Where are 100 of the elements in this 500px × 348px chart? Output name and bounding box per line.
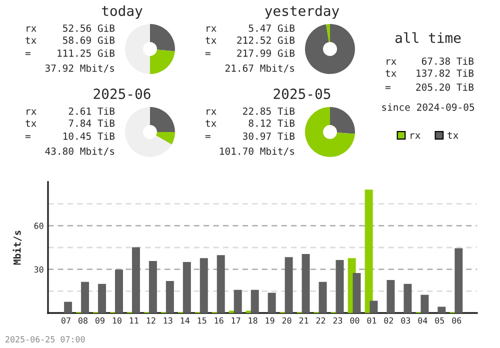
text: rx (206, 26, 216, 32)
text: 205.20 TiB (416, 83, 474, 91)
x-tick-label: 20 (282, 317, 292, 324)
text: rx (386, 59, 396, 65)
bar (404, 284, 412, 313)
text: rx (26, 26, 36, 32)
text: = (205, 135, 210, 138)
bar (420, 294, 429, 313)
text: 5.47 GiB (248, 24, 295, 32)
text: 43.80 Mbit/s (45, 147, 114, 156)
bar (234, 290, 242, 313)
bar (438, 306, 446, 313)
text: 217.99 GiB (237, 49, 295, 57)
x-tick-label: 01 (367, 317, 376, 324)
donut-slice (150, 107, 175, 132)
donut-slice (305, 24, 355, 74)
text: 101.70 Mbit/s (220, 147, 294, 156)
bar (81, 282, 90, 313)
text: since 2024-09-05 (382, 103, 474, 111)
x-tick-label: 13 (164, 317, 172, 324)
text: 58.69 GiB (63, 36, 115, 44)
text: 67.38 TiB (422, 57, 474, 65)
x-tick-label: 07 (62, 317, 70, 324)
bar (250, 290, 259, 313)
text: 137.82 TiB (416, 69, 474, 77)
donut-slice (125, 107, 172, 157)
text: 8.12 TiB (248, 119, 295, 127)
x-tick-label: 02 (384, 317, 393, 324)
text: 37.92 Mbit/s (45, 64, 114, 73)
y-tick-label: 30 (34, 266, 44, 273)
bar (216, 255, 225, 313)
bar (148, 261, 157, 313)
text: rx (26, 109, 36, 115)
bar (352, 272, 361, 313)
text: 2025-06-25 07:00 (6, 336, 85, 342)
text: all time (395, 32, 461, 44)
bar (132, 247, 140, 313)
x-tick-label: 12 (146, 317, 156, 324)
text: 21.67 Mbit/s (225, 64, 294, 73)
bar (336, 260, 344, 313)
bar (454, 248, 463, 313)
x-tick-label: 10 (112, 317, 122, 324)
x-tick-label: 06 (452, 317, 462, 324)
text: 7.84 TiB (68, 119, 115, 127)
bar (64, 302, 72, 313)
bar (182, 262, 191, 313)
chart-title: today (102, 5, 142, 19)
x-tick-label: 17 (232, 317, 240, 324)
bar (364, 190, 373, 313)
bar (268, 292, 276, 313)
text: tx (26, 36, 36, 44)
x-tick-label: 04 (418, 317, 428, 324)
bar (166, 280, 174, 313)
donut-slice (326, 24, 330, 42)
text: tx (206, 36, 216, 44)
donut-slice (125, 24, 150, 74)
x-tick-label: 19 (266, 317, 274, 324)
text: 22.85 TiB (243, 107, 295, 115)
x-tick-label: 14 (180, 317, 190, 324)
donut-slice (305, 107, 355, 157)
chart-title: yesterday (265, 5, 340, 19)
chart-title: 2025-05 (274, 88, 330, 100)
donut-slice (156, 132, 175, 144)
text: 30.97 TiB (242, 132, 295, 140)
text: tx (386, 70, 396, 77)
bar (318, 282, 327, 313)
x-tick-label: 23 (333, 317, 342, 324)
text: rx (206, 109, 216, 115)
text: 111.25 GiB (58, 49, 115, 57)
bar (115, 270, 123, 313)
text: = (205, 52, 210, 56)
x-tick-label: 00 (350, 317, 360, 324)
text: 2.61 TiB (68, 107, 115, 115)
bar (98, 284, 106, 313)
donut-slice (150, 50, 175, 74)
y-tick-label: 60 (34, 222, 44, 229)
text: 10.45 TiB (63, 132, 115, 140)
x-tick-label: 21 (299, 317, 308, 324)
text: = (25, 52, 30, 56)
bar (200, 258, 208, 313)
x-tick-label: 22 (316, 317, 326, 324)
legend-label: tx (448, 132, 458, 139)
x-tick-label: 05 (435, 317, 444, 324)
text: tx (206, 120, 216, 127)
text: tx (26, 120, 36, 127)
chart-title: 2025-06 (94, 88, 150, 100)
bar (284, 257, 293, 313)
bar (386, 280, 395, 313)
text: = (25, 135, 30, 138)
x-tick-label: 18 (248, 317, 258, 324)
bar (370, 300, 378, 313)
x-tick-label: 08 (78, 317, 88, 324)
x-tick-label: 15 (198, 317, 206, 324)
x-tick-label: 09 (95, 317, 104, 324)
donut-slice (330, 107, 355, 134)
x-tick-label: 16 (214, 317, 224, 324)
text: = (385, 86, 390, 90)
bar (302, 254, 310, 313)
text: 52.56 GiB (63, 24, 115, 32)
y-axis-title: Mbit/s (12, 230, 22, 265)
